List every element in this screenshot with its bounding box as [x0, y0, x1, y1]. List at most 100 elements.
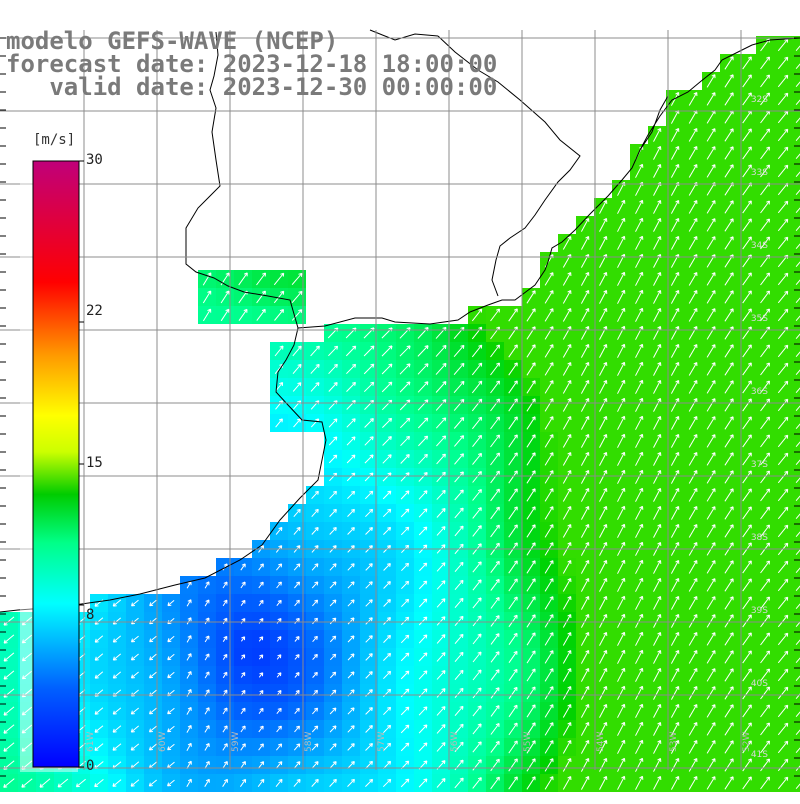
wind-arrow — [39, 778, 51, 788]
wind-speed-cell — [792, 324, 800, 342]
wind-arrow — [742, 632, 752, 646]
wind-arrow — [258, 761, 265, 769]
wind-arrow — [653, 631, 662, 646]
wind-arrow — [688, 128, 698, 142]
wind-arrow — [112, 653, 122, 661]
wind-arrow — [490, 597, 500, 609]
wind-arrow — [365, 671, 373, 679]
wind-arrow — [635, 163, 644, 178]
wind-arrow — [724, 380, 734, 394]
wind-arrow — [795, 441, 800, 448]
wind-arrow — [653, 199, 662, 214]
wind-arrow — [635, 667, 644, 682]
wind-arrow — [418, 526, 428, 536]
wind-arrow — [742, 776, 752, 790]
wind-arrow — [760, 272, 770, 286]
wind-arrow — [472, 705, 482, 717]
wind-arrow — [580, 397, 590, 412]
wind-arrow — [580, 505, 590, 520]
wind-arrow — [400, 688, 410, 698]
wind-arrow — [617, 325, 626, 340]
wind-arrow — [240, 707, 246, 715]
wind-arrow — [544, 362, 554, 376]
wind-arrow — [724, 200, 734, 214]
wind-arrow — [347, 653, 355, 661]
wind-arrow — [742, 614, 752, 628]
wind-arrow — [795, 81, 800, 88]
wind-arrow — [617, 271, 626, 286]
wind-arrow — [490, 560, 500, 574]
wind-arrow — [742, 524, 752, 538]
wind-arrow — [454, 525, 464, 537]
wind-arrow — [742, 128, 752, 142]
wind-speed-cell — [792, 126, 800, 144]
wind-arrow — [724, 236, 734, 250]
wind-arrow — [167, 671, 175, 679]
wind-arrow — [599, 703, 608, 718]
wind-arrow — [706, 398, 716, 412]
wind-arrows — [3, 38, 800, 790]
wind-arrow — [580, 775, 590, 790]
wind-arrow — [149, 707, 157, 715]
wind-arrow — [311, 761, 319, 769]
wind-arrow — [795, 243, 800, 250]
wind-arrow — [347, 671, 355, 679]
wind-arrow — [490, 506, 500, 520]
wind-arrow — [204, 581, 210, 589]
wind-arrow — [329, 725, 337, 733]
wind-arrow — [526, 344, 536, 358]
wind-arrow — [724, 272, 734, 286]
wind-arrow — [688, 398, 698, 412]
map-title: modelo GEFS-WAVE (NCEP) forecast date: 2… — [6, 29, 497, 99]
wind-arrow — [635, 361, 644, 376]
wind-arrow — [21, 724, 33, 734]
wind-arrow — [742, 56, 752, 70]
wind-arrow — [186, 599, 192, 607]
wind-arrow — [399, 345, 411, 357]
wind-arrow — [795, 477, 800, 484]
wind-arrow — [706, 596, 716, 610]
wind-arrow — [258, 707, 264, 714]
wind-arrow — [562, 452, 572, 466]
wind-arrow — [544, 272, 554, 286]
wind-arrow — [760, 236, 770, 250]
wind-arrow — [240, 636, 246, 642]
wind-speed-cell — [792, 306, 800, 324]
wind-arrow — [276, 725, 282, 733]
wind-arrow — [599, 325, 608, 340]
wind-arrow — [471, 398, 483, 412]
wind-arrow — [544, 344, 554, 358]
wind-arrow — [347, 508, 355, 517]
wind-arrow — [795, 261, 800, 268]
wind-arrow — [291, 309, 303, 321]
lon-label-57w: 57W — [377, 731, 387, 752]
wind-arrow — [240, 761, 246, 769]
wind-arrow — [222, 778, 228, 787]
wind-arrow — [670, 379, 680, 394]
wind-arrow — [347, 707, 355, 715]
wind-arrow — [472, 452, 482, 465]
wind-arrow — [383, 652, 392, 661]
wind-arrow — [670, 343, 680, 358]
wind-arrow — [670, 217, 680, 232]
wind-arrow — [291, 290, 303, 304]
wind-arrow — [724, 56, 734, 70]
wind-arrow — [222, 671, 228, 679]
wind-arrow — [688, 704, 698, 718]
wind-arrow — [544, 308, 554, 322]
wind-arrow — [795, 531, 800, 538]
wind-arrow — [544, 686, 554, 700]
wind-arrow — [239, 778, 247, 787]
wind-arrow — [526, 560, 536, 574]
wind-arrow — [167, 600, 175, 607]
wind-arrow — [3, 778, 15, 788]
wind-arrow — [329, 653, 337, 661]
wind-arrow — [472, 525, 482, 537]
wind-arrow — [580, 523, 590, 538]
wind-arrow — [777, 416, 789, 430]
wind-arrow — [724, 596, 734, 610]
wind-arrow — [544, 560, 554, 574]
wind-arrow — [562, 560, 572, 574]
wind-arrow — [167, 779, 175, 787]
wind-arrow — [580, 703, 590, 718]
